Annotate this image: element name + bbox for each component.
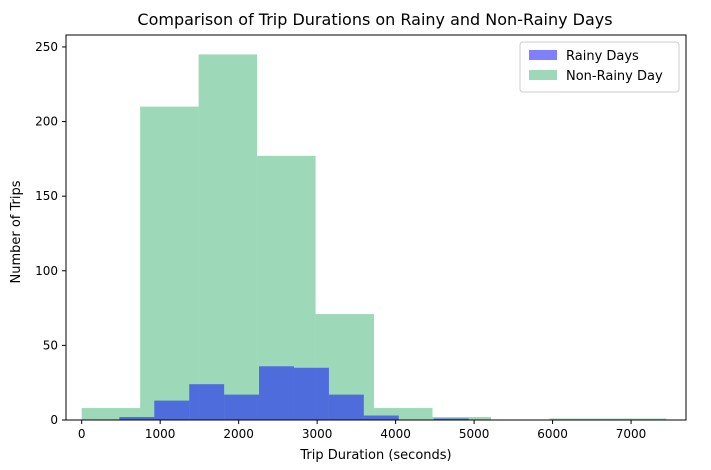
y-tick-label: 0 <box>50 413 58 427</box>
legend-swatch <box>529 50 557 60</box>
chart-title: Comparison of Trip Durations on Rainy an… <box>137 10 612 29</box>
plot-area <box>65 34 687 421</box>
bar-series-1-bin-3 <box>198 54 258 421</box>
y-tick-label: 250 <box>35 40 58 54</box>
x-tick-label: 1000 <box>145 427 176 441</box>
bar-series-2-bin-1 <box>119 417 155 420</box>
x-tick-label: 3000 <box>302 427 333 441</box>
bar-series-2-bin-10 <box>433 418 469 420</box>
x-axis: 0 1000 2000 3000 4000 5000 6000 7000 <box>78 420 646 441</box>
legend-label: Rainy Days <box>566 49 639 64</box>
legend-box <box>519 41 680 93</box>
bar-series-1-bin-9 <box>549 418 608 420</box>
bar-series-2-bin-5 <box>259 366 294 420</box>
y-tick-label: 150 <box>35 189 58 203</box>
legend-label: Non-Rainy Day <box>566 69 663 84</box>
x-tick-label: 5000 <box>459 427 490 441</box>
x-tick-label: 4000 <box>380 427 411 441</box>
bar-series-1-bin-6 <box>374 408 433 420</box>
plot-frame <box>65 34 687 421</box>
bar-series-2-bin-4 <box>224 394 260 420</box>
series-2-bars <box>119 366 469 420</box>
y-tick-label: 100 <box>35 264 58 278</box>
y-axis: 0 50 100 150 200 250 <box>35 40 66 427</box>
x-tick-label: 2000 <box>223 427 254 441</box>
bar-series-1-bin-1 <box>81 408 141 420</box>
bar-series-2-bin-6 <box>293 367 329 420</box>
y-tick-label: 50 <box>43 338 58 352</box>
x-axis-label: Trip Duration (seconds) <box>299 448 451 463</box>
bar-series-2-bin-3 <box>189 384 225 420</box>
x-tick-label: 7000 <box>616 427 647 441</box>
bar-series-1-bin-2 <box>140 106 199 420</box>
x-tick-label: 0 <box>78 427 86 441</box>
series-1-bars <box>81 54 667 421</box>
bar-series-2-bin-8 <box>363 415 399 420</box>
y-tick-label: 200 <box>35 115 58 129</box>
bar-series-2-bin-7 <box>328 394 364 420</box>
bar-series-1-bin-10 <box>607 418 667 420</box>
legend: Rainy Days Non-Rainy Day <box>519 41 680 93</box>
y-axis-label: Number of Trips <box>9 180 24 283</box>
x-tick-label: 6000 <box>537 427 568 441</box>
legend-swatch <box>529 70 557 80</box>
bar-series-2-bin-2 <box>154 400 190 420</box>
